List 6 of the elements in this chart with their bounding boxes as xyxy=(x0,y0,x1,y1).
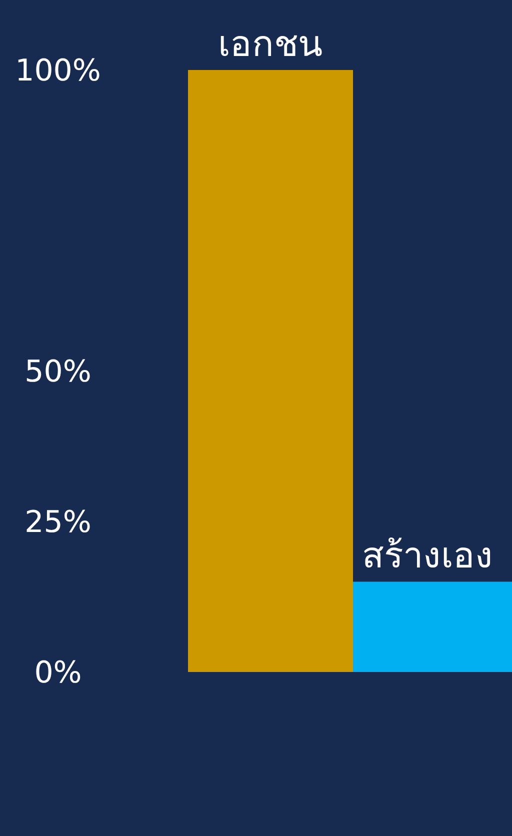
y-tick-label: 50% xyxy=(24,354,92,390)
y-tick-label: 25% xyxy=(24,505,92,540)
x-tick-label: สร้างเอง xyxy=(362,536,493,577)
y-tick-label: 100% xyxy=(15,54,101,88)
x-tick-label: เอกชน xyxy=(218,24,323,65)
y-tick-label: 0% xyxy=(34,656,82,690)
